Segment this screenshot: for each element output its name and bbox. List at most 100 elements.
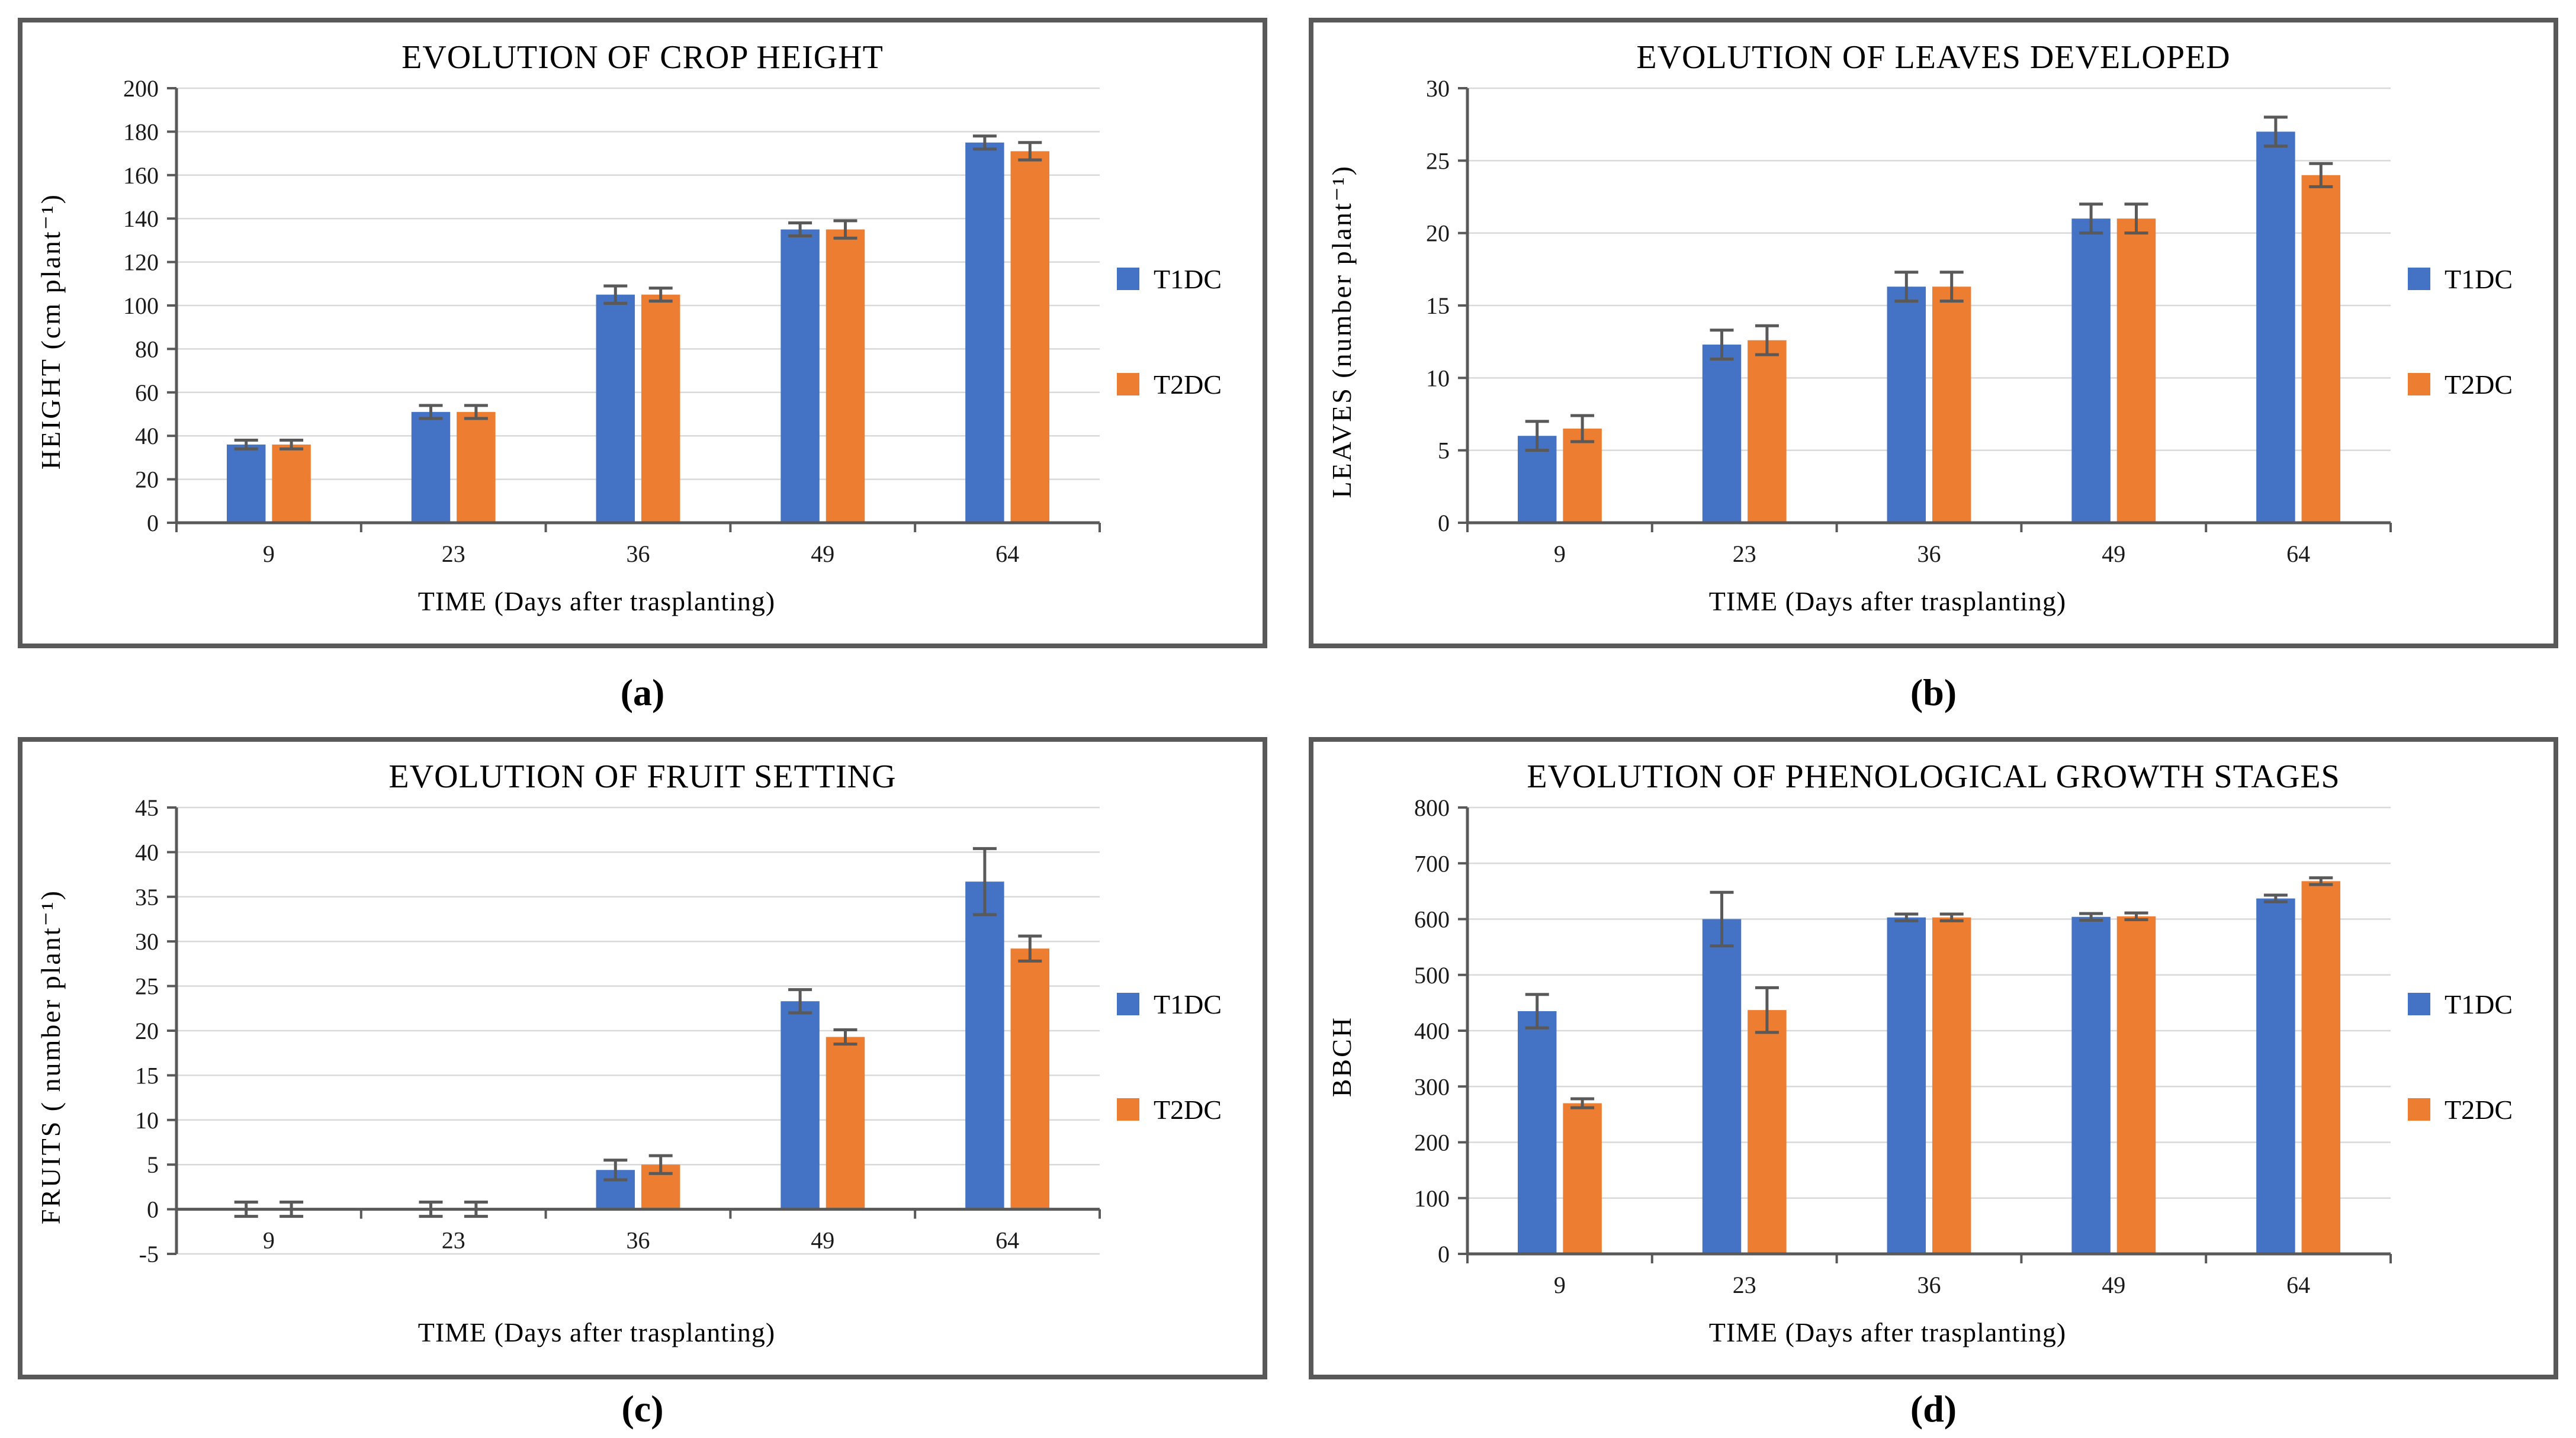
svg-text:36: 36: [1917, 541, 1941, 567]
legend-swatch-t1dc: [2408, 993, 2430, 1015]
svg-text:9: 9: [263, 1227, 275, 1254]
svg-text:49: 49: [2102, 1272, 2125, 1298]
caption-c: (c): [621, 1387, 664, 1430]
svg-text:35: 35: [135, 884, 159, 911]
svg-text:23: 23: [1733, 541, 1756, 567]
svg-text:10: 10: [135, 1107, 159, 1134]
x-axis-label-a: TIME (Days after trasplanting): [417, 586, 776, 616]
legend-label-t1dc: T1DC: [2445, 263, 2513, 294]
legend-label-t1dc: T1DC: [1154, 263, 1222, 294]
svg-text:-5: -5: [139, 1241, 159, 1268]
fruits-plot: -5 0 5 10 15 20 25 30 35 40 45 9 23 36 49 64: [135, 798, 1101, 1268]
svg-text:80: 80: [135, 336, 159, 362]
svg-text:200: 200: [1414, 1130, 1450, 1156]
x-axis-label-b: TIME (Days after trasplanting): [1708, 586, 2067, 616]
y-axis-label-c: FRUITS ( number plant⁻¹): [35, 889, 66, 1225]
chart-panel-c: EVOLUTION OF FRUIT SETTING FRUITS ( numb…: [18, 737, 1267, 1379]
svg-text:23: 23: [1733, 1272, 1756, 1298]
chart-panel-d: EVOLUTION OF PHENOLOGICAL GROWTH STAGES …: [1309, 737, 2558, 1379]
svg-text:400: 400: [1414, 1018, 1450, 1044]
svg-text:49: 49: [811, 1227, 834, 1254]
chart-title-c: EVOLUTION OF FRUIT SETTING: [388, 758, 897, 795]
svg-text:0: 0: [147, 510, 159, 536]
legend-label-t2dc: T2DC: [2445, 369, 2513, 400]
legend-label-t2dc: T2DC: [2445, 1094, 2513, 1125]
legend-item-t2dc: T2DC: [2408, 369, 2553, 400]
legend-label-t1dc: T1DC: [1154, 989, 1222, 1019]
svg-text:0: 0: [147, 1196, 159, 1223]
svg-text:36: 36: [627, 1227, 650, 1254]
svg-text:180: 180: [123, 118, 159, 145]
svg-text:36: 36: [1917, 1272, 1941, 1298]
y-axis-label-d: BBCH: [1326, 1016, 1357, 1098]
legend-item-t1dc: T1DC: [2408, 989, 2553, 1020]
svg-text:120: 120: [123, 249, 159, 276]
svg-text:40: 40: [135, 839, 159, 866]
chart-panel-b: EVOLUTION OF LEAVES DEVELOPED LEAVES (nu…: [1309, 18, 2558, 648]
legend-c: T1DC T2DC: [1114, 798, 1263, 1315]
svg-text:200: 200: [123, 79, 159, 102]
legend-swatch-t1dc: [1117, 268, 1139, 290]
leaves-plot: 0 5 10 15 20 25 30 9 23 36 49 64: [1426, 79, 2392, 567]
legend-item-t2dc: T2DC: [2408, 1094, 2553, 1125]
svg-text:60: 60: [135, 379, 159, 406]
legend-b: T1DC T2DC: [2405, 79, 2553, 584]
svg-text:30: 30: [1426, 79, 1450, 102]
caption-d: (d): [1910, 1387, 1957, 1430]
svg-text:9: 9: [1554, 541, 1566, 567]
caption-b: (b): [1910, 671, 1957, 713]
chart-title-a: EVOLUTION OF CROP HEIGHT: [402, 39, 884, 76]
svg-text:64: 64: [2286, 1272, 2310, 1298]
svg-text:20: 20: [135, 467, 159, 493]
svg-text:64: 64: [2286, 541, 2310, 567]
crop-height-plot: 0 20 40 60 80 100 120 140 160 180 200 9 23 36 49 64: [123, 79, 1101, 567]
svg-text:0: 0: [1438, 1241, 1450, 1268]
caption-a: (a): [620, 671, 665, 713]
legend-item-t1dc: T1DC: [2408, 263, 2553, 295]
svg-text:30: 30: [135, 928, 159, 955]
svg-text:23: 23: [442, 1227, 465, 1254]
svg-text:5: 5: [147, 1151, 159, 1178]
svg-text:10: 10: [1426, 365, 1450, 391]
x-axis-label-c: TIME (Days after trasplanting): [417, 1317, 776, 1347]
svg-text:20: 20: [135, 1018, 159, 1044]
svg-text:40: 40: [135, 423, 159, 449]
x-axis-label-d: TIME (Days after trasplanting): [1708, 1317, 2067, 1347]
legend-swatch-t2dc: [1117, 373, 1139, 395]
svg-text:23: 23: [442, 541, 465, 567]
svg-text:160: 160: [123, 162, 159, 189]
svg-text:500: 500: [1414, 962, 1450, 989]
chart-panel-a: EVOLUTION OF CROP HEIGHT HEIGHT (cm plan…: [18, 18, 1267, 648]
legend-item-t2dc: T2DC: [1117, 369, 1263, 400]
svg-text:140: 140: [123, 205, 159, 232]
legend-swatch-t2dc: [2408, 1098, 2430, 1121]
svg-text:100: 100: [1414, 1185, 1450, 1212]
legend-item-t1dc: T1DC: [1117, 263, 1263, 295]
svg-text:49: 49: [2102, 541, 2125, 567]
legend-label-t2dc: T2DC: [1154, 1094, 1222, 1125]
svg-text:25: 25: [135, 973, 159, 1000]
svg-text:100: 100: [123, 292, 159, 319]
svg-text:15: 15: [135, 1062, 159, 1089]
svg-text:20: 20: [1426, 220, 1450, 247]
svg-text:45: 45: [135, 798, 159, 821]
legend-swatch-t2dc: [1117, 1098, 1139, 1121]
svg-text:9: 9: [1554, 1272, 1566, 1298]
svg-text:600: 600: [1414, 906, 1450, 933]
y-axis-label-b: LEAVES (number plant⁻¹): [1326, 165, 1357, 498]
legend-swatch-t1dc: [1117, 993, 1139, 1015]
legend-swatch-t2dc: [2408, 373, 2430, 395]
chart-title-d: EVOLUTION OF PHENOLOGICAL GROWTH STAGES: [1527, 758, 2340, 795]
legend-label-t1dc: T1DC: [2445, 989, 2513, 1019]
svg-text:15: 15: [1426, 292, 1450, 319]
legend-label-t2dc: T2DC: [1154, 369, 1222, 400]
svg-text:0: 0: [1438, 510, 1450, 536]
svg-text:64: 64: [995, 1227, 1019, 1254]
bbch-plot: 0 100 200 300 400 500 600 700 800 9 23 36 49 64: [1414, 798, 2392, 1298]
svg-text:49: 49: [811, 541, 834, 567]
chart-title-b: EVOLUTION OF LEAVES DEVELOPED: [1636, 39, 2231, 76]
y-axis-label-a: HEIGHT (cm plant⁻¹): [35, 193, 66, 470]
svg-text:800: 800: [1414, 798, 1450, 821]
legend-swatch-t1dc: [2408, 268, 2430, 290]
svg-text:64: 64: [995, 541, 1019, 567]
